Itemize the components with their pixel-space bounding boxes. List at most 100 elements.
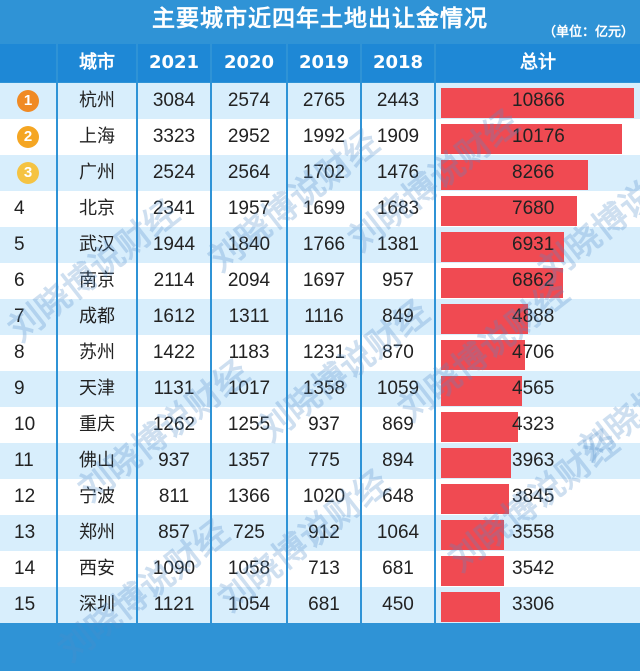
cell-y2020: 2094 xyxy=(227,270,271,291)
header-total: 总计 xyxy=(520,52,556,73)
city-name: 成都 xyxy=(79,306,115,327)
table-row: 10 重庆 1262 1255 937 869 4323 xyxy=(0,407,640,443)
cell-y2021: 857 xyxy=(158,522,190,543)
cell-y2018: 869 xyxy=(382,414,414,435)
header-2019: 2019 xyxy=(298,52,350,73)
cell-y2018: 1476 xyxy=(376,162,420,183)
column-divider xyxy=(136,44,138,623)
cell-y2020: 1017 xyxy=(227,378,271,399)
city-name: 宁波 xyxy=(79,486,115,507)
cell-y2019: 1358 xyxy=(302,378,346,399)
total-bar xyxy=(441,268,563,298)
total-value: 3542 xyxy=(512,558,555,579)
rank-number: 10 xyxy=(14,414,36,435)
rank-number: 4 xyxy=(14,198,25,219)
rank-badge: 2 xyxy=(17,126,39,148)
table-row: 9 天津 1131 1017 1358 1059 4565 xyxy=(0,371,640,407)
cell-y2020: 1366 xyxy=(227,486,271,507)
city-name: 深圳 xyxy=(79,594,115,615)
column-divider xyxy=(434,44,436,623)
total-value: 4888 xyxy=(512,306,555,327)
cell-y2018: 1381 xyxy=(376,234,420,255)
cell-y2021: 2114 xyxy=(153,270,195,291)
cell-y2021: 1131 xyxy=(153,378,195,399)
cell-y2021: 811 xyxy=(158,486,190,507)
table-header: 城市 2021 2020 2019 2018 总计 xyxy=(0,44,640,82)
cell-y2021: 1262 xyxy=(152,414,196,435)
table-row: 11 佛山 937 1357 775 894 3963 xyxy=(0,443,640,479)
rank-number: 15 xyxy=(14,594,36,615)
data-table: 城市 2021 2020 2019 2018 总计 1 杭州 3084 2574 2765 2443… xyxy=(0,44,640,670)
cell-y2019: 1697 xyxy=(302,270,346,291)
cell-y2019: 1020 xyxy=(302,486,346,507)
cell-y2020: 1058 xyxy=(227,558,271,579)
total-value: 6931 xyxy=(512,234,555,255)
cell-y2019: 1231 xyxy=(302,342,346,363)
city-name: 上海 xyxy=(79,126,115,147)
total-value: 3558 xyxy=(512,522,555,543)
column-divider xyxy=(286,44,288,623)
cell-y2021: 1944 xyxy=(152,234,196,255)
city-name: 天津 xyxy=(79,378,115,399)
cell-y2018: 849 xyxy=(382,306,414,327)
cell-y2020: 1255 xyxy=(227,414,271,435)
cell-y2019: 681 xyxy=(308,594,340,615)
rank-number: 12 xyxy=(14,486,36,507)
cell-y2020: 1311 xyxy=(228,306,270,327)
total-bar xyxy=(441,160,588,190)
header-2021: 2021 xyxy=(148,52,200,73)
cell-y2020: 1840 xyxy=(227,234,271,255)
table-row: 8 苏州 1422 1183 1231 870 4706 xyxy=(0,335,640,371)
rank-badge: 1 xyxy=(17,90,39,112)
city-name: 北京 xyxy=(79,198,115,219)
total-bar xyxy=(441,376,522,406)
rank-number: 7 xyxy=(14,306,25,327)
cell-y2019: 713 xyxy=(308,558,340,579)
total-bar xyxy=(441,556,504,586)
cell-y2019: 937 xyxy=(308,414,340,435)
cell-y2020: 2574 xyxy=(227,90,271,111)
table-row: 13 郑州 857 725 912 1064 3558 xyxy=(0,515,640,551)
total-value: 10866 xyxy=(512,90,565,111)
cell-y2020: 1183 xyxy=(228,342,270,363)
table-row: 15 深圳 1121 1054 681 450 3306 xyxy=(0,587,640,623)
total-bar xyxy=(441,592,500,622)
city-name: 广州 xyxy=(79,162,115,183)
rank-number: 14 xyxy=(14,558,36,579)
cell-y2019: 1992 xyxy=(302,126,346,147)
table-row: 6 南京 2114 2094 1697 957 6862 xyxy=(0,263,640,299)
cell-y2018: 681 xyxy=(382,558,414,579)
total-value: 4565 xyxy=(512,378,555,399)
total-bar xyxy=(441,412,518,442)
header-2018: 2018 xyxy=(372,52,424,73)
cell-y2021: 1090 xyxy=(152,558,196,579)
cell-y2018: 1683 xyxy=(376,198,420,219)
cell-y2019: 1116 xyxy=(304,306,344,327)
rank-number: 13 xyxy=(14,522,36,543)
cell-y2021: 3323 xyxy=(152,126,196,147)
cell-y2019: 775 xyxy=(308,450,340,471)
total-bar xyxy=(441,124,622,154)
total-value: 8266 xyxy=(512,162,555,183)
cell-y2019: 2765 xyxy=(302,90,346,111)
cell-y2020: 1054 xyxy=(227,594,271,615)
rank-number: 5 xyxy=(14,234,25,255)
unit-label: （单位：亿元） xyxy=(542,25,634,40)
city-name: 杭州 xyxy=(79,90,115,111)
cell-y2019: 1699 xyxy=(302,198,346,219)
cell-y2018: 870 xyxy=(382,342,414,363)
total-bar xyxy=(441,88,634,118)
table-row: 2 上海 3323 2952 1992 1909 10176 xyxy=(0,119,640,155)
rank-number: 11 xyxy=(14,450,34,471)
city-name: 南京 xyxy=(79,270,115,291)
total-value: 4706 xyxy=(512,342,555,363)
total-value: 3845 xyxy=(512,486,555,507)
cell-y2018: 957 xyxy=(382,270,414,291)
table-row: 12 宁波 811 1366 1020 648 3845 xyxy=(0,479,640,515)
chart-title: 主要城市近四年土地出让金情况 xyxy=(152,6,488,32)
column-divider xyxy=(210,44,212,623)
total-bar xyxy=(441,232,564,262)
total-value: 4323 xyxy=(512,414,555,435)
total-bar xyxy=(441,520,504,550)
total-value: 10176 xyxy=(512,126,565,147)
